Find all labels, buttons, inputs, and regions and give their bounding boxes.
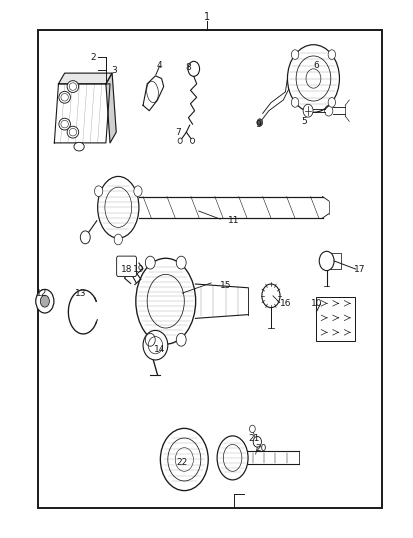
Text: 1: 1 xyxy=(204,12,209,22)
FancyBboxPatch shape xyxy=(116,256,136,277)
Text: 10: 10 xyxy=(310,299,321,308)
Bar xyxy=(316,298,354,342)
Ellipse shape xyxy=(135,258,195,344)
Text: 12: 12 xyxy=(36,289,47,298)
Circle shape xyxy=(133,186,142,196)
Text: 16: 16 xyxy=(279,299,290,308)
Text: 14: 14 xyxy=(154,345,165,354)
Text: 3: 3 xyxy=(111,66,117,75)
Ellipse shape xyxy=(216,436,247,480)
Bar xyxy=(328,253,340,269)
Text: 2: 2 xyxy=(90,53,96,61)
Text: 20: 20 xyxy=(254,444,266,453)
Circle shape xyxy=(249,425,255,433)
Text: 22: 22 xyxy=(176,458,188,466)
Circle shape xyxy=(291,50,298,59)
Circle shape xyxy=(291,97,298,107)
Text: 9: 9 xyxy=(255,119,261,129)
Polygon shape xyxy=(58,73,112,84)
Circle shape xyxy=(328,97,335,107)
Text: 19: 19 xyxy=(133,265,144,273)
Text: 11: 11 xyxy=(228,216,239,225)
Text: 8: 8 xyxy=(185,63,191,72)
Ellipse shape xyxy=(67,126,78,138)
Circle shape xyxy=(256,119,262,126)
Polygon shape xyxy=(54,84,110,143)
Ellipse shape xyxy=(74,143,84,151)
Text: 4: 4 xyxy=(157,61,162,69)
Circle shape xyxy=(190,138,194,144)
Circle shape xyxy=(178,138,182,144)
Circle shape xyxy=(36,289,54,313)
Bar xyxy=(38,30,382,508)
Circle shape xyxy=(302,104,312,117)
Circle shape xyxy=(176,256,186,269)
Ellipse shape xyxy=(97,176,139,238)
Circle shape xyxy=(328,50,335,59)
Text: 18: 18 xyxy=(121,265,132,273)
Text: 15: 15 xyxy=(219,281,231,289)
Polygon shape xyxy=(106,73,116,143)
Circle shape xyxy=(145,256,155,269)
Ellipse shape xyxy=(59,118,70,130)
Circle shape xyxy=(176,334,186,346)
Text: 13: 13 xyxy=(75,289,87,298)
Circle shape xyxy=(94,186,102,196)
Text: 17: 17 xyxy=(353,265,365,273)
Ellipse shape xyxy=(67,81,78,93)
Text: 5: 5 xyxy=(300,117,306,126)
Ellipse shape xyxy=(59,91,70,103)
Circle shape xyxy=(261,284,279,308)
Circle shape xyxy=(318,251,333,271)
Circle shape xyxy=(114,234,122,245)
Circle shape xyxy=(160,428,208,491)
Circle shape xyxy=(145,334,155,346)
Circle shape xyxy=(287,45,339,112)
Circle shape xyxy=(40,295,49,307)
Polygon shape xyxy=(143,76,163,111)
Text: 21: 21 xyxy=(248,434,259,443)
Text: 6: 6 xyxy=(313,61,318,69)
Text: 7: 7 xyxy=(175,128,180,137)
Ellipse shape xyxy=(143,330,167,360)
Circle shape xyxy=(80,231,90,244)
